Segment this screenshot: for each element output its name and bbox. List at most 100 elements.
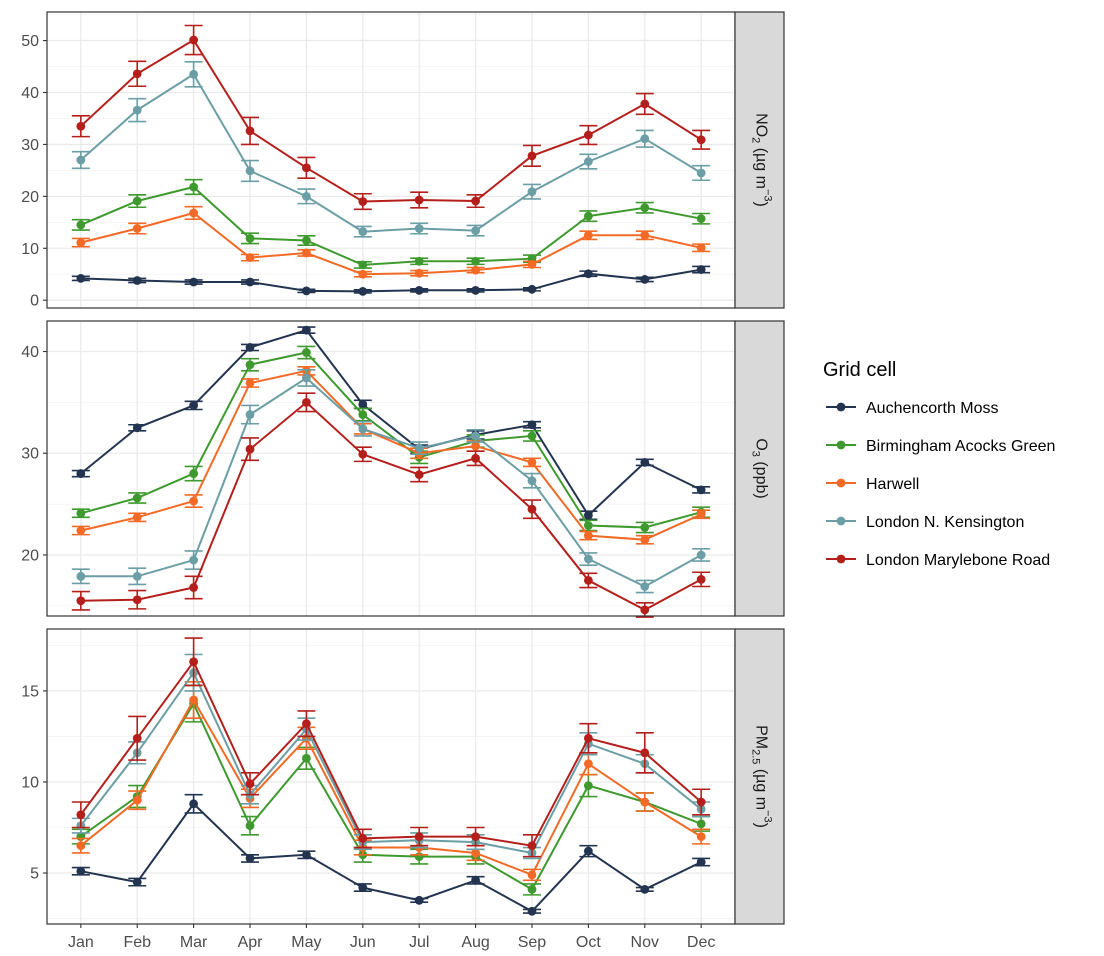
data-point [527,259,537,269]
data-point [76,220,86,230]
data-point [527,504,537,514]
data-point [640,797,650,807]
data-point [527,151,537,161]
data-point [640,134,650,144]
legend-key-point [836,516,846,526]
data-point [302,348,311,357]
data-point [189,555,199,565]
data-point [302,373,311,383]
legend-item-harwell: Harwell [826,476,919,493]
series-auchencorth-moss [71,793,711,916]
data-point [583,157,593,166]
data-point [132,733,142,743]
data-point [245,779,255,789]
legend-title: Grid cell [823,359,896,381]
legend-item-birmingham-acocks-green: Birmingham Acocks Green [826,438,1055,455]
panel-2: 20 30 40 O3 (ppb) [21,320,785,618]
data-point [245,234,255,243]
data-point [189,401,199,410]
data-point [76,155,86,165]
data-point [527,870,537,880]
series-harwell [71,681,711,882]
data-point [471,256,480,266]
data-point [696,857,706,867]
data-point [696,574,706,584]
data-point [132,512,142,522]
series-london-marylebone-road [71,392,711,618]
series-birmingham-acocks-green [71,178,711,270]
data-point [358,197,368,206]
y-tick-label: 30 [21,446,39,463]
data-point [358,834,368,843]
data-point [583,521,593,530]
data-point [132,105,142,115]
data-point [358,227,368,237]
data-point [471,875,480,885]
data-point [583,846,593,856]
data-point [696,797,706,807]
legend-label: Auchencorth Moss [866,400,999,417]
series-london-marylebone-road [71,24,711,211]
data-point [245,253,255,263]
x-tick-label: Sep [518,934,547,951]
data-point [414,224,424,233]
data-point [583,733,593,743]
x-tick-label: Feb [123,934,151,951]
data-point [76,469,86,478]
facet-strip [734,11,785,309]
series-line [80,329,702,517]
panel-3: 5 10 15 PM2.5 (µg m−3) [21,628,785,925]
y-tick-label: 50 [21,33,39,50]
data-point [358,449,368,459]
data-point [245,343,255,352]
data-point [471,832,480,841]
series-line [80,697,702,877]
data-point [640,748,650,758]
data-point [189,657,199,667]
x-tick-label: Oct [576,934,601,951]
data-point [527,187,537,197]
data-point [527,906,537,916]
data-point [245,277,255,287]
data-point [471,441,480,451]
facet-strip-label: PM2.5 (µg m−3) [750,725,774,828]
data-point [696,485,706,495]
data-point [583,759,593,769]
series-line [80,802,702,913]
data-point [189,277,199,287]
data-point [245,360,255,370]
legend-label: London N. Kensington [866,514,1024,531]
y-tick-label: 15 [21,683,39,700]
series-line [80,369,702,541]
data-point [76,121,86,131]
y-tick-label: 40 [21,85,39,102]
data-point [132,224,142,233]
series-line [80,401,702,612]
series-line [80,185,702,266]
y-tick-label: 30 [21,137,39,154]
data-point [132,595,142,605]
data-point [76,526,86,535]
series-harwell [71,205,711,279]
data-point [245,444,255,454]
series-line [80,376,702,588]
data-point [583,531,593,541]
series-line [80,701,702,891]
data-point [414,895,424,905]
data-point [583,130,593,140]
y-tick-label: 20 [21,547,39,564]
data-point [358,400,368,409]
data-point [527,476,537,486]
data-point [189,182,199,192]
legend-key-point [836,440,846,450]
data-point [132,69,142,79]
series-london-n-kensington [71,61,711,238]
data-point [527,841,537,851]
data-point [696,509,706,519]
data-point [696,832,706,841]
data-point [76,866,86,876]
data-point [302,325,311,335]
data-point [358,260,368,270]
data-point [189,583,199,592]
